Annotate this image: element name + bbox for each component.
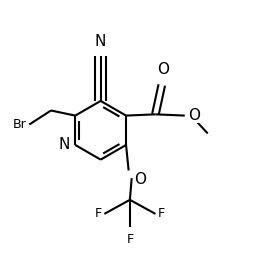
Text: F: F	[126, 233, 133, 246]
Text: F: F	[95, 207, 102, 220]
Text: O: O	[188, 108, 200, 123]
Text: N: N	[95, 34, 106, 49]
Text: N: N	[58, 138, 70, 152]
Text: O: O	[157, 62, 169, 77]
Text: O: O	[134, 172, 146, 187]
Text: Br: Br	[13, 118, 27, 131]
Text: F: F	[158, 207, 165, 220]
